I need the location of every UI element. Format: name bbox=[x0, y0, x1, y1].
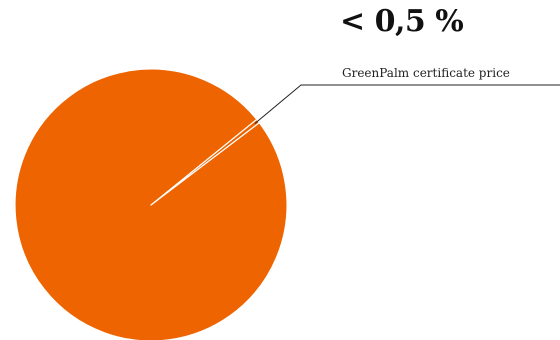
callout-value: < 0,5 % bbox=[340, 4, 464, 39]
callout-label: GreenPalm certificate price bbox=[342, 66, 510, 80]
pie-slices bbox=[14, 68, 288, 340]
leader-line bbox=[254, 84, 560, 124]
pie-slice-other bbox=[14, 68, 288, 340]
